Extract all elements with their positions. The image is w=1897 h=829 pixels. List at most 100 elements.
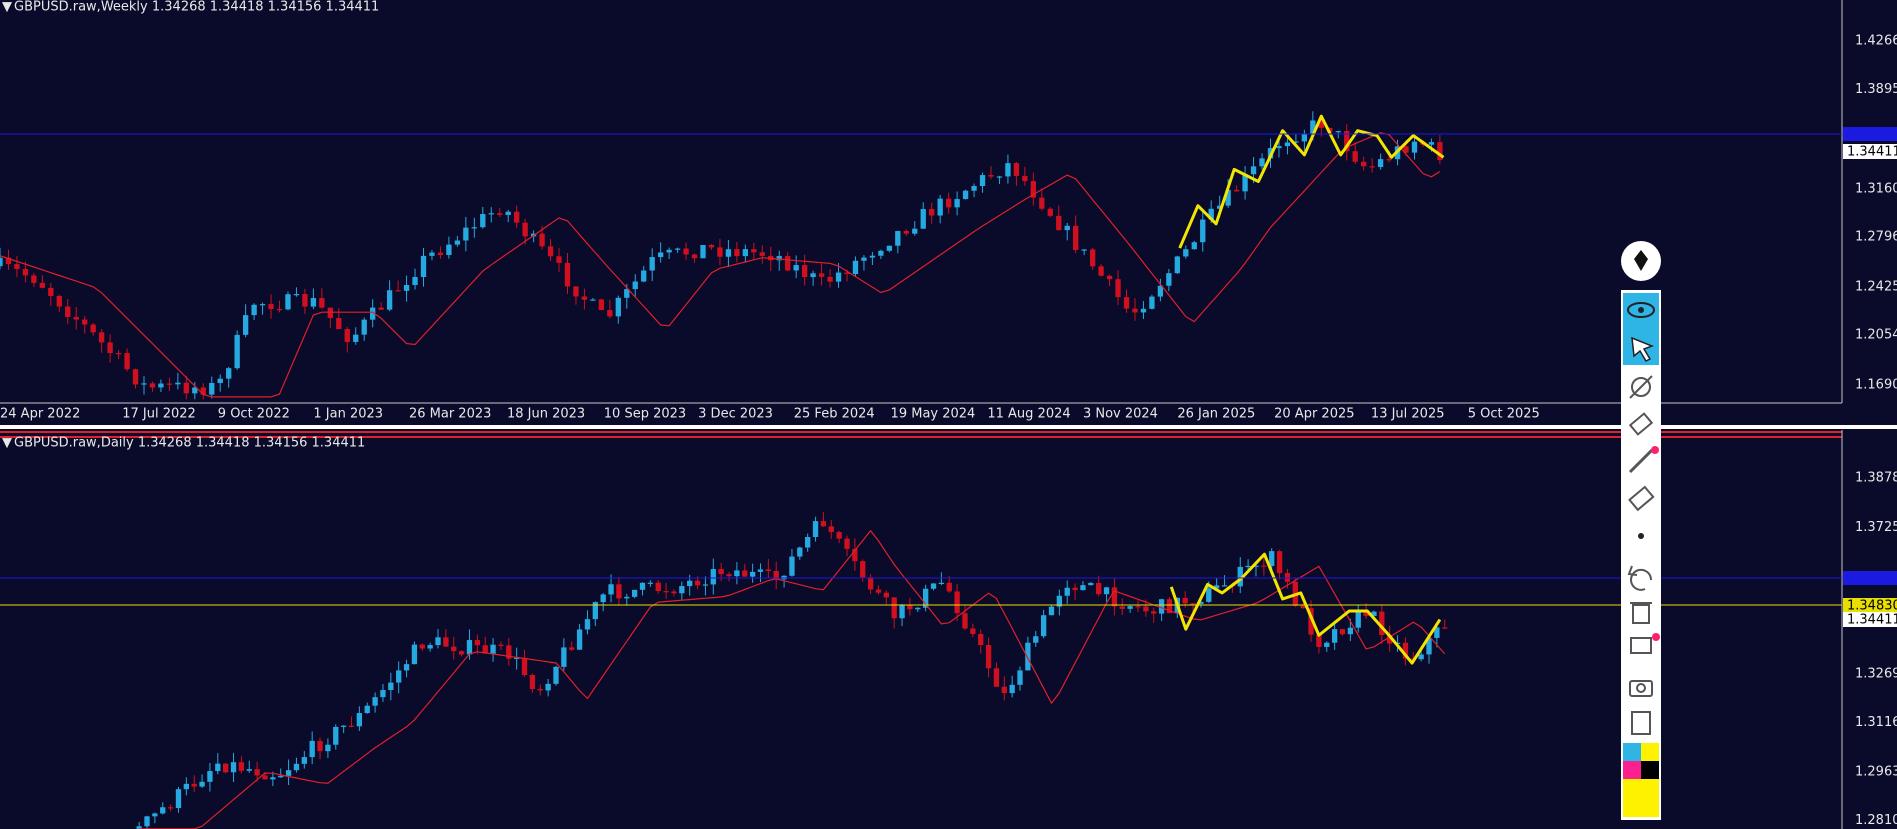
- date-label: 3 Nov 2024: [1083, 407, 1158, 422]
- candle: [435, 637, 441, 646]
- pen-icon: [1634, 250, 1648, 271]
- candle: [970, 628, 976, 635]
- candle: [861, 257, 867, 261]
- candle: [1064, 225, 1070, 231]
- color-black[interactable]: [1641, 761, 1659, 779]
- candle: [372, 697, 378, 706]
- magnet-tool[interactable]: [1631, 377, 1651, 397]
- candle: [1030, 181, 1037, 198]
- candle: [776, 256, 782, 261]
- candle: [624, 289, 630, 298]
- candle: [5, 257, 12, 265]
- candle: [238, 762, 245, 771]
- candle: [789, 556, 795, 576]
- candle: [875, 589, 882, 593]
- candle: [1402, 642, 1409, 659]
- candle: [663, 591, 669, 593]
- candle: [276, 309, 283, 311]
- candle: [996, 176, 1003, 178]
- candle: [488, 213, 494, 215]
- cursor-tool[interactable]: [1631, 336, 1655, 362]
- eye-pupil: [1638, 307, 1644, 313]
- date-label: 9 Oct 2022: [218, 407, 290, 422]
- candle: [1047, 208, 1053, 216]
- candle: [325, 744, 331, 752]
- candle: [443, 637, 449, 647]
- date-label: 13 Jul 2025: [1371, 407, 1445, 422]
- candle: [1377, 159, 1384, 168]
- collapse-arrow[interactable]: ▼: [2, 0, 12, 15]
- candle: [395, 290, 401, 292]
- highlighter-tool[interactable]: [1628, 485, 1655, 512]
- color-cyan[interactable]: [1623, 743, 1641, 761]
- candle: [388, 682, 394, 691]
- candle: [73, 316, 79, 320]
- candle: [545, 683, 551, 691]
- price-label: 1.38956: [1855, 82, 1897, 97]
- candle: [175, 789, 182, 808]
- candle: [691, 254, 698, 259]
- candle: [309, 740, 315, 758]
- candle: [268, 304, 274, 310]
- candle: [1206, 588, 1212, 602]
- candle: [466, 640, 473, 655]
- candle: [1293, 141, 1299, 143]
- candle: [278, 775, 284, 778]
- candle: [1355, 610, 1361, 628]
- candle: [1310, 120, 1316, 134]
- candle: [573, 286, 579, 297]
- candle: [1347, 627, 1354, 635]
- candle: [702, 584, 709, 586]
- color-yellow[interactable]: [1641, 743, 1659, 761]
- drawn-line: [1169, 552, 1442, 665]
- candle: [852, 260, 859, 275]
- candle: [1324, 642, 1330, 647]
- candle: [1213, 585, 1220, 589]
- candle: [749, 571, 756, 577]
- undo-tool[interactable]: [1627, 565, 1653, 591]
- candle: [1183, 249, 1189, 257]
- candle: [576, 629, 583, 650]
- candle: [1089, 249, 1096, 267]
- candle: [852, 548, 858, 562]
- dot-tool[interactable]: [1638, 533, 1644, 539]
- candle: [403, 284, 410, 291]
- price-label: 1.38787: [1855, 470, 1897, 485]
- candle: [327, 307, 333, 319]
- eraser-tool[interactable]: [1628, 412, 1654, 436]
- line-tool[interactable]: [1628, 448, 1654, 474]
- candle: [592, 602, 598, 620]
- collapse-arrow[interactable]: ▼: [2, 436, 12, 451]
- candle: [98, 332, 105, 343]
- candle: [1198, 601, 1204, 604]
- magnet-slash: [1629, 375, 1653, 399]
- candle: [514, 211, 520, 223]
- candle: [624, 596, 630, 599]
- candle: [827, 276, 833, 282]
- candle: [514, 657, 520, 659]
- clipboard-tool[interactable]: [1631, 711, 1651, 735]
- candle: [200, 387, 206, 395]
- color-selected[interactable]: [1623, 779, 1659, 817]
- camera-tool[interactable]: [1629, 680, 1653, 697]
- candle: [679, 586, 685, 594]
- candle: [649, 257, 655, 271]
- price-tag: [1843, 612, 1897, 627]
- candle: [801, 265, 808, 278]
- color-magenta[interactable]: [1623, 761, 1641, 779]
- candle: [1386, 159, 1392, 161]
- candle: [1166, 599, 1173, 614]
- eye-tool[interactable]: [1627, 302, 1655, 318]
- price-label: 1.31167: [1855, 715, 1897, 730]
- candle: [353, 334, 359, 342]
- date-label: 25 Feb 2024: [794, 407, 875, 422]
- price-label: 1.16906: [1855, 377, 1897, 392]
- candle: [183, 783, 190, 790]
- board-tool[interactable]: [1630, 637, 1652, 654]
- trash-tool[interactable]: [1632, 604, 1650, 624]
- candle: [930, 583, 937, 589]
- candle: [356, 713, 363, 727]
- current-price: 1.34411: [1847, 613, 1897, 628]
- date-label: 3 Dec 2023: [698, 407, 773, 422]
- date-label: 19 May 2024: [891, 407, 976, 422]
